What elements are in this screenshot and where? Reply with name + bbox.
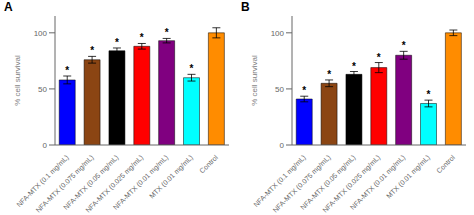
svg-text:*: * [190,63,194,74]
svg-text:*: * [377,52,381,63]
svg-text:NFA-MTX (0.01 mg/mL): NFA-MTX (0.01 mg/mL) [111,153,170,211]
svg-text:*: * [352,61,356,72]
svg-text:100: 100 [271,29,285,38]
svg-text:50: 50 [38,85,47,94]
svg-text:NFA-MTX (0.01 mg/mL): NFA-MTX (0.01 mg/mL) [348,153,407,211]
svg-text:% cell survival: % cell survival [250,55,259,106]
svg-text:*: * [90,45,94,56]
svg-text:*: * [165,27,169,38]
svg-text:NFA-MTX (0.1 mg/mL): NFA-MTX (0.1 mg/mL) [15,153,70,209]
svg-text:*: * [302,85,306,96]
html-text:B: B [241,0,250,14]
svg-text:Control: Control [198,153,219,174]
svg-text:0: 0 [280,141,285,150]
html-text:A: A [4,0,13,14]
svg-text:NFA-MTX (0.075 mg/mL): NFA-MTX (0.075 mg/mL) [34,153,95,214]
svg-text:NFA-MTX (0.025 mg/mL): NFA-MTX (0.025 mg/mL) [321,153,382,214]
svg-text:0: 0 [43,141,48,150]
svg-text:*: * [427,89,431,100]
svg-text:*: * [65,65,69,76]
svg-text:MTX (0.01 mg/mL): MTX (0.01 mg/mL) [385,154,432,201]
svg-text:Control: Control [435,153,456,174]
svg-text:NFA-MTX (0.075 mg/mL): NFA-MTX (0.075 mg/mL) [271,153,332,214]
svg-text:*: * [115,37,119,48]
svg-text:NFA-MTX (0.05 mg/mL): NFA-MTX (0.05 mg/mL) [299,153,357,211]
svg-text:100: 100 [34,29,48,38]
svg-text:% cell survival: % cell survival [13,55,22,106]
svg-text:50: 50 [275,85,284,94]
svg-text:NFA-MTX (0.1 mg/mL): NFA-MTX (0.1 mg/mL) [252,153,307,209]
svg-text:*: * [327,69,331,80]
svg-text:NFA-MTX (0.025 mg/mL): NFA-MTX (0.025 mg/mL) [84,153,145,214]
svg-text:MTX (0.01 mg/mL): MTX (0.01 mg/mL) [148,154,195,201]
svg-text:*: * [140,32,144,43]
svg-text:NFA-MTX (0.05 mg/mL): NFA-MTX (0.05 mg/mL) [62,153,120,211]
svg-text:*: * [402,40,406,51]
